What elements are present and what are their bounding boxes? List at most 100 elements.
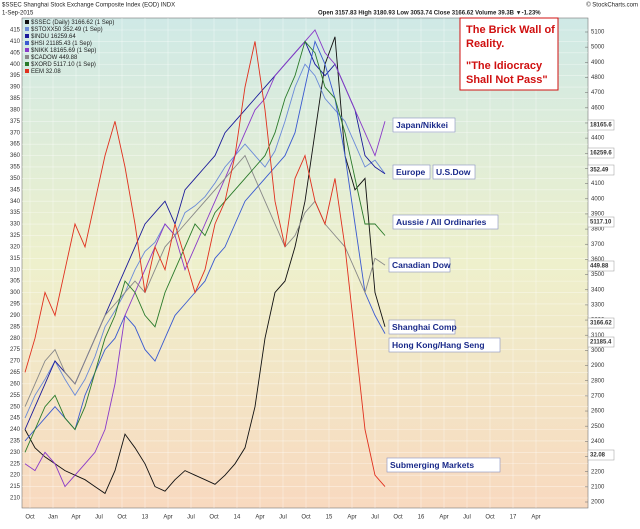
y2-tick-label: 2700 bbox=[591, 393, 605, 399]
legend-entry: $STOXX50 352.49 (1 Sep) bbox=[31, 27, 103, 33]
y2-tick-label: 3100 bbox=[591, 333, 605, 339]
legend-entry: $SSEC (Daily) 3166.62 (1 Sep) bbox=[31, 20, 114, 26]
callout-box bbox=[392, 117, 456, 133]
value-tag-text: 352.49 bbox=[590, 168, 609, 174]
y-tick-label: 315 bbox=[10, 256, 21, 262]
y2-tick-label: 3700 bbox=[591, 242, 605, 248]
x-tick-label: Jul bbox=[463, 515, 471, 521]
y-tick-label: 380 bbox=[10, 107, 21, 113]
y2-tick-label: 2000 bbox=[591, 500, 605, 506]
y-tick-label: 305 bbox=[10, 279, 21, 285]
legend-swatch bbox=[25, 62, 29, 66]
y-tick-label: 320 bbox=[10, 244, 21, 250]
quote: Open 3157.83 High 3180.93 Low 3053.74 Cl… bbox=[318, 11, 541, 17]
y2-tick-label: 4900 bbox=[591, 60, 605, 66]
y2-tick-label: 4600 bbox=[591, 105, 605, 111]
y-tick-label: 270 bbox=[10, 359, 21, 365]
value-tag-text: 32.08 bbox=[590, 453, 606, 459]
y-tick-label: 335 bbox=[10, 210, 21, 216]
y-tick-label: 390 bbox=[10, 85, 21, 91]
x-tick-label: Oct bbox=[485, 515, 495, 521]
callout-text: U.S.Dow bbox=[436, 167, 471, 177]
y-tick-label: 340 bbox=[10, 199, 21, 205]
series-line bbox=[24, 63, 386, 419]
callout-text: Submerging Markets bbox=[390, 460, 474, 470]
y-tick-label: 290 bbox=[10, 313, 21, 319]
y-tick-label: 385 bbox=[10, 96, 21, 102]
series-line bbox=[24, 29, 386, 488]
x-tick-label: 15 bbox=[326, 515, 333, 521]
y-tick-label: 360 bbox=[10, 153, 21, 159]
callout-box bbox=[388, 337, 501, 353]
x-tick-label: 16 bbox=[418, 515, 425, 521]
callout-box bbox=[392, 214, 499, 230]
y-tick-label: 260 bbox=[10, 381, 21, 387]
value-tag bbox=[587, 216, 615, 228]
y-tick-label: 365 bbox=[10, 142, 21, 148]
y-tick-label: 210 bbox=[10, 496, 21, 502]
callout-text: Aussie / All Ordinaries bbox=[396, 217, 487, 227]
x-tick-label: Apr bbox=[71, 515, 80, 521]
y-tick-label: 310 bbox=[10, 267, 21, 273]
y2-tick-label: 3300 bbox=[591, 302, 605, 308]
x-tick-label: Apr bbox=[347, 515, 356, 521]
y2-tick-label: 2200 bbox=[591, 469, 605, 475]
callout-box bbox=[432, 164, 476, 180]
series-line bbox=[24, 40, 386, 453]
y-tick-label: 240 bbox=[10, 427, 21, 433]
x-tick-label: Oct bbox=[117, 515, 127, 521]
y-tick-label: 350 bbox=[10, 176, 21, 182]
legend-swatch bbox=[25, 48, 29, 52]
note-text: Shall Not Pass" bbox=[466, 74, 548, 86]
legend-entry: EEM 32.08 bbox=[31, 69, 61, 75]
value-tag bbox=[587, 119, 615, 131]
y2-tick-label: 2500 bbox=[591, 424, 605, 430]
plot-area bbox=[21, 17, 589, 509]
value-tag bbox=[587, 449, 615, 461]
series-line bbox=[24, 41, 386, 487]
value-tag bbox=[587, 260, 615, 272]
y-tick-label: 400 bbox=[10, 62, 21, 68]
y2-tick-label: 3900 bbox=[591, 212, 605, 218]
callout-box bbox=[392, 164, 431, 180]
x-tick-label: Oct bbox=[25, 515, 35, 521]
x-tick-label: Oct bbox=[209, 515, 219, 521]
y2-tick-label: 3500 bbox=[591, 272, 605, 278]
y2-tick-label: 4400 bbox=[591, 136, 605, 142]
callout-text: Shanghai Comp bbox=[392, 322, 457, 332]
value-tag-text: 449.88 bbox=[590, 264, 609, 270]
y-tick-label: 330 bbox=[10, 222, 21, 228]
legend-entry: $CADOW 449.88 bbox=[31, 55, 78, 61]
date: 1-Sep-2015 bbox=[2, 11, 34, 17]
value-tag bbox=[587, 164, 615, 176]
source: © StockCharts.com bbox=[586, 2, 638, 9]
y-tick-label: 230 bbox=[10, 450, 21, 456]
y2-tick-label: 5100 bbox=[591, 30, 605, 36]
value-tag bbox=[587, 317, 615, 329]
x-tick-label: Apr bbox=[531, 515, 540, 521]
x-tick-label: Apr bbox=[439, 515, 448, 521]
y-tick-label: 255 bbox=[10, 393, 21, 399]
callout-text: Hong Kong/Hang Seng bbox=[392, 340, 485, 350]
legend-swatch bbox=[25, 20, 29, 24]
note-box bbox=[459, 17, 559, 91]
value-tag-text: 18165.6 bbox=[590, 123, 612, 129]
note-text: Reality. bbox=[466, 38, 504, 50]
legend-entry: $INDU 16259.64 bbox=[31, 34, 76, 40]
y2-tick-label: 5000 bbox=[591, 45, 605, 51]
x-tick-label: Jul bbox=[371, 515, 379, 521]
y-tick-label: 415 bbox=[10, 28, 21, 34]
legend-entry: $XORD 5117.10 (1 Sep) bbox=[31, 62, 96, 68]
x-tick-label: Oct bbox=[393, 515, 403, 521]
y-tick-label: 410 bbox=[10, 39, 21, 45]
y2-tick-label: 4700 bbox=[591, 90, 605, 96]
value-tag bbox=[587, 147, 615, 159]
y2-tick-label: 4800 bbox=[591, 75, 605, 81]
x-tick-label: Jul bbox=[187, 515, 195, 521]
chart-title: $SSEC Shanghai Stock Exchange Composite … bbox=[2, 3, 175, 9]
callout-text: Europe bbox=[396, 167, 426, 177]
callout-text: Japan/Nikkei bbox=[396, 120, 448, 130]
callout-box bbox=[388, 319, 456, 335]
value-tag-text: 5117.10 bbox=[590, 220, 612, 226]
